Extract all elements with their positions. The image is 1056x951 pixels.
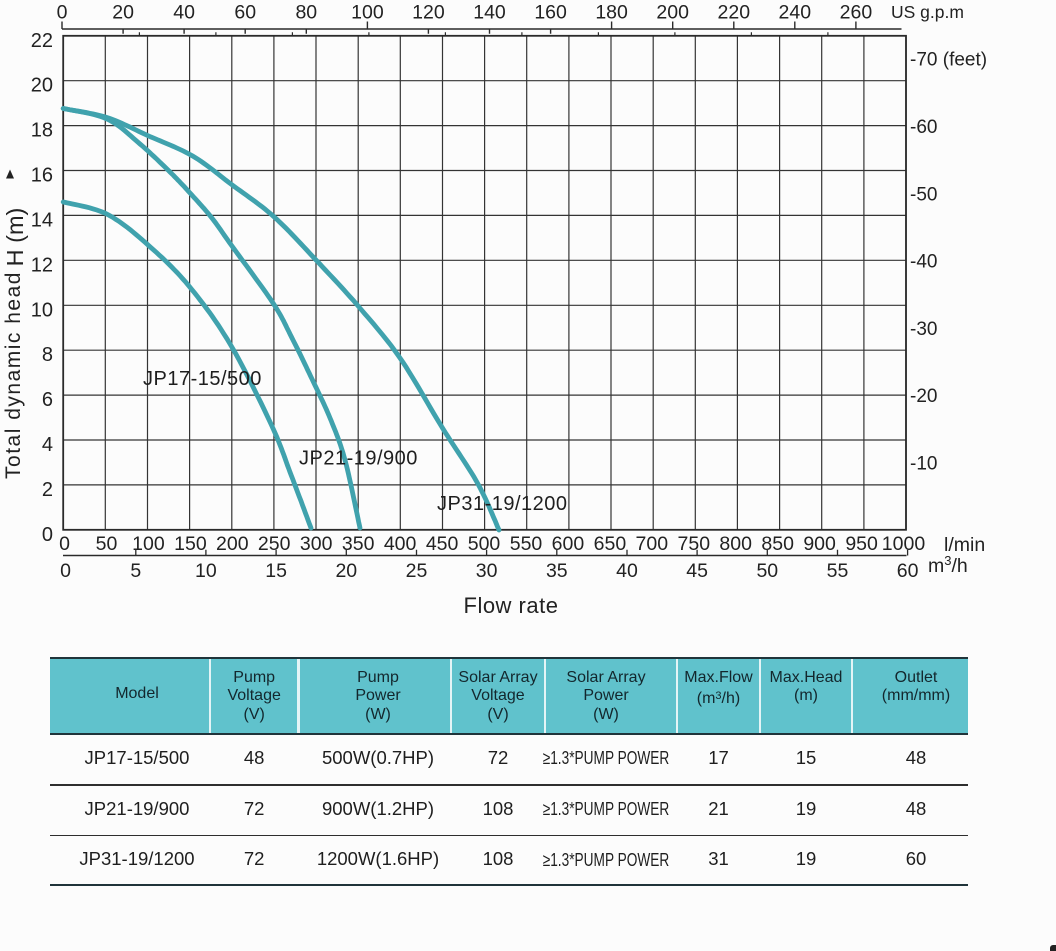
svg-text:180: 180 [595, 2, 628, 24]
svg-text:950: 950 [845, 533, 878, 555]
svg-text:140: 140 [473, 2, 506, 24]
svg-text:15: 15 [265, 560, 287, 582]
svg-text:-70 (feet): -70 (feet) [910, 50, 987, 71]
svg-text:220: 220 [718, 2, 751, 24]
svg-text:60: 60 [897, 560, 919, 582]
svg-text:500: 500 [468, 533, 501, 555]
svg-text:16: 16 [31, 165, 53, 187]
svg-text:600: 600 [552, 533, 585, 555]
svg-text:260: 260 [840, 2, 873, 24]
svg-text:120: 120 [412, 2, 445, 24]
svg-text:200: 200 [656, 2, 689, 24]
svg-text:20: 20 [335, 560, 357, 582]
svg-text:55: 55 [827, 560, 849, 582]
svg-text:l/min: l/min [944, 534, 985, 556]
svg-text:350: 350 [342, 533, 375, 555]
svg-text:m3/h: m3/h [928, 553, 968, 577]
svg-text:H (m): H (m) [2, 208, 28, 267]
svg-text:10: 10 [31, 299, 53, 321]
svg-text:-20: -20 [910, 386, 937, 407]
svg-text:2: 2 [42, 479, 53, 501]
svg-text:50: 50 [756, 560, 778, 582]
svg-text:Total dynamic head: Total dynamic head [2, 271, 25, 479]
svg-text:22: 22 [31, 30, 53, 52]
svg-text:-40: -40 [910, 252, 937, 273]
svg-text:60: 60 [234, 2, 256, 24]
svg-text:18: 18 [31, 120, 53, 142]
svg-text:750: 750 [678, 533, 711, 555]
svg-text:250: 250 [258, 533, 291, 555]
svg-text:35: 35 [546, 560, 568, 582]
svg-text:150: 150 [174, 533, 207, 555]
svg-text:JP21-19/900: JP21-19/900 [299, 448, 418, 470]
svg-text:700: 700 [636, 533, 669, 555]
svg-text:20: 20 [112, 2, 134, 24]
svg-text:40: 40 [173, 2, 195, 24]
svg-text:6: 6 [42, 389, 53, 411]
svg-text:20: 20 [31, 75, 53, 97]
svg-text:300: 300 [300, 533, 333, 555]
svg-text:400: 400 [384, 533, 417, 555]
svg-text:-60: -60 [910, 117, 937, 138]
svg-text:5: 5 [130, 560, 141, 582]
svg-text:8: 8 [42, 344, 53, 366]
svg-text:40: 40 [616, 560, 638, 582]
svg-text:550: 550 [510, 533, 543, 555]
svg-text:JP31-19/1200: JP31-19/1200 [437, 493, 568, 515]
svg-text:100: 100 [351, 2, 384, 24]
svg-text:12: 12 [31, 254, 53, 276]
svg-text:0: 0 [60, 560, 71, 582]
svg-text:US g.p.m: US g.p.m [891, 2, 964, 22]
svg-text:14: 14 [31, 209, 53, 231]
svg-text:-10: -10 [910, 454, 937, 475]
svg-text:200: 200 [216, 533, 249, 555]
svg-text:850: 850 [761, 533, 794, 555]
svg-text:-30: -30 [910, 319, 937, 340]
svg-text:160: 160 [534, 2, 567, 24]
svg-text:240: 240 [779, 2, 812, 24]
svg-text:450: 450 [426, 533, 459, 555]
svg-text:30: 30 [476, 560, 498, 582]
svg-text:50: 50 [96, 533, 118, 555]
svg-text:100: 100 [132, 533, 165, 555]
svg-text:4: 4 [42, 434, 53, 456]
svg-text:Flow rate: Flow rate [464, 593, 559, 618]
svg-text:900: 900 [803, 533, 836, 555]
svg-text:0: 0 [57, 2, 68, 24]
svg-text:10: 10 [195, 560, 217, 582]
svg-text:-50: -50 [910, 184, 937, 205]
svg-text:800: 800 [719, 533, 752, 555]
svg-text:650: 650 [594, 533, 627, 555]
svg-text:0: 0 [59, 533, 70, 555]
svg-text:JP17-15/500: JP17-15/500 [143, 368, 262, 390]
svg-text:0: 0 [42, 524, 53, 546]
svg-text:45: 45 [686, 560, 708, 582]
svg-text:80: 80 [295, 2, 317, 24]
svg-text:25: 25 [406, 560, 428, 582]
svg-text:1000: 1000 [882, 533, 926, 555]
